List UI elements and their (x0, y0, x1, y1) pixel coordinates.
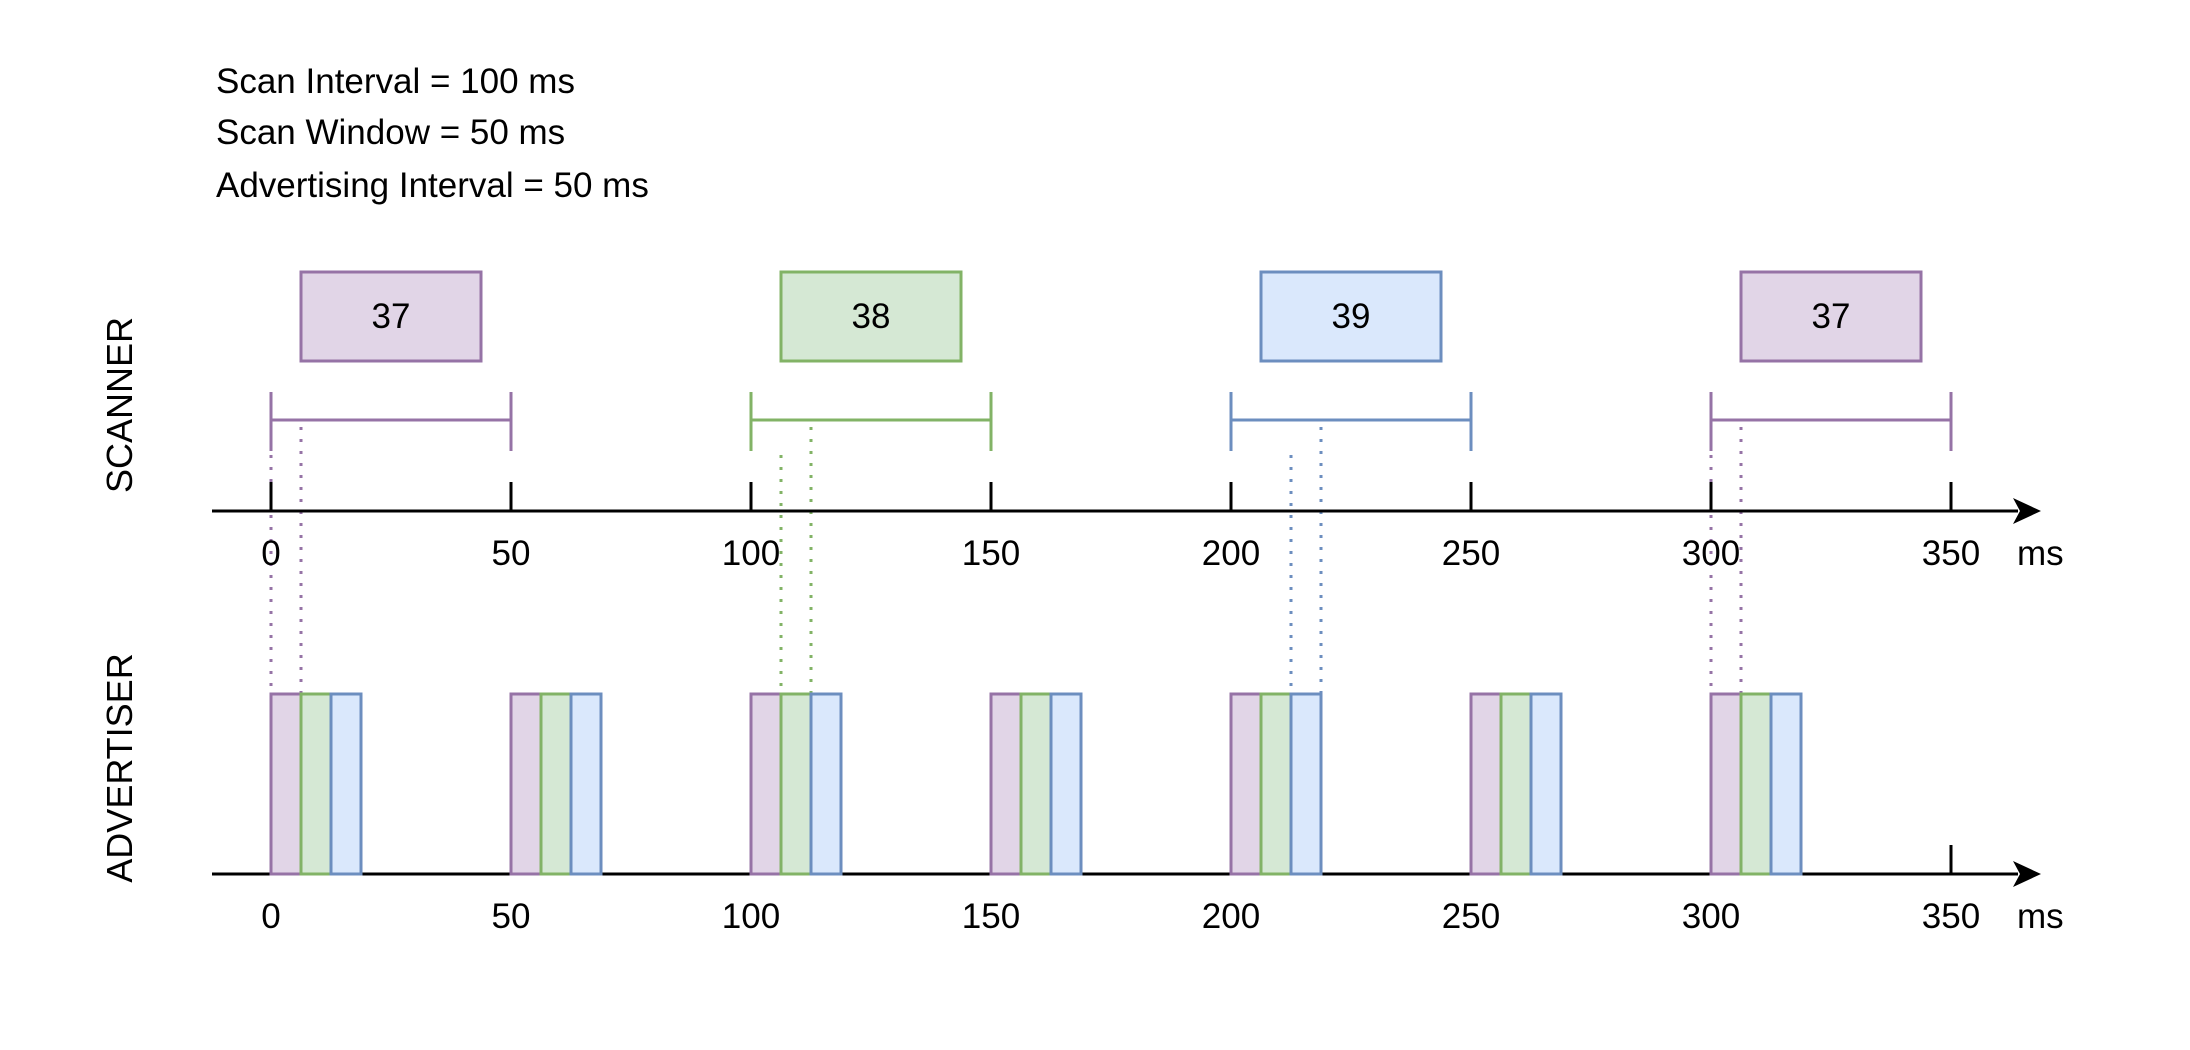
scan-window-text: Scan Window = 50 ms (216, 113, 565, 152)
scanner-tick-label: 100 (722, 534, 780, 573)
advertising-event (1469, 692, 1563, 876)
scanner-unit-label: ms (2017, 534, 2064, 573)
scan-window: 39 (1229, 270, 1473, 451)
scanner-tick-label: 200 (1202, 534, 1260, 573)
scan-window: 38 (749, 270, 993, 451)
packet-ch38 (1739, 692, 1773, 876)
advertising-event (989, 692, 1083, 876)
advertiser-tick-label: 300 (1682, 897, 1740, 936)
scanner-tick-label: 0 (261, 534, 280, 573)
advertiser-tick-label: 250 (1442, 897, 1500, 936)
packet-ch39 (1529, 692, 1563, 876)
packet-ch37 (1709, 692, 1743, 876)
advertiser-tick-label: 50 (492, 897, 531, 936)
channel-label: 39 (1332, 297, 1371, 336)
advertiser-tick-label: 0 (261, 897, 280, 936)
scan-window: 37 (1709, 270, 1953, 451)
packet-ch39 (1049, 692, 1083, 876)
scanner-track: 0 50 100 150 200 250 300 350 ms 37 38 39 37 (212, 270, 2064, 573)
advertiser-tick-label: 100 (722, 897, 780, 936)
packet-ch39 (1289, 692, 1323, 876)
channel-box-37 (1739, 270, 1923, 363)
scanner-axis-arrow-icon (2013, 498, 2041, 524)
packet-ch39 (1769, 692, 1803, 876)
packet-ch39 (809, 692, 843, 876)
scanner-tick-label: 350 (1922, 534, 1980, 573)
scan-interval-text: Scan Interval = 100 ms (216, 62, 575, 101)
packet-ch38 (779, 692, 813, 876)
advertiser-unit-label: ms (2017, 897, 2064, 936)
header: Scan Interval = 100 ms Scan Window = 50 … (216, 62, 649, 205)
scanner-tick-label: 300 (1682, 534, 1740, 573)
advertising-event (269, 692, 363, 876)
scanner-tick-label: 50 (492, 534, 531, 573)
packet-ch37 (1469, 692, 1503, 876)
channel-label: 38 (852, 297, 891, 336)
advertising-event (1229, 692, 1323, 876)
channel-box-38 (779, 270, 963, 363)
scanner-label: SCANNER (99, 317, 140, 493)
advertiser-axis-arrow-icon (2013, 861, 2041, 887)
scanner-tick-label: 150 (962, 534, 1020, 573)
packet-ch37 (989, 692, 1023, 876)
advertiser-track: 0 50 100 150 200 250 300 350 ms (212, 692, 2064, 936)
channel-label: 37 (372, 297, 411, 336)
advertising-event (509, 692, 603, 876)
packet-ch39 (569, 692, 603, 876)
advertiser-tick-label: 200 (1202, 897, 1260, 936)
packet-ch37 (1229, 692, 1263, 876)
channel-box-39 (1259, 270, 1443, 363)
advertiser-label: ADVERTISER (99, 653, 140, 882)
packet-ch38 (1259, 692, 1293, 876)
received-packet-markers (269, 427, 1743, 694)
advertising-event (749, 692, 843, 876)
advertiser-tick-label: 350 (1922, 897, 1980, 936)
packet-ch38 (539, 692, 573, 876)
channel-label: 37 (1812, 297, 1851, 336)
packet-ch38 (299, 692, 333, 876)
advertiser-tick-label: 150 (962, 897, 1020, 936)
packet-ch37 (749, 692, 783, 876)
advertising-event (1709, 692, 1803, 876)
packet-ch38 (1019, 692, 1053, 876)
scan-window: 37 (269, 270, 513, 451)
packet-ch37 (509, 692, 543, 876)
scanner-tick-label: 250 (1442, 534, 1500, 573)
packet-ch38 (1499, 692, 1533, 876)
channel-box-37 (299, 270, 483, 363)
packet-ch37 (269, 692, 303, 876)
packet-ch39 (329, 692, 363, 876)
advertising-interval-text: Advertising Interval = 50 ms (216, 166, 649, 205)
